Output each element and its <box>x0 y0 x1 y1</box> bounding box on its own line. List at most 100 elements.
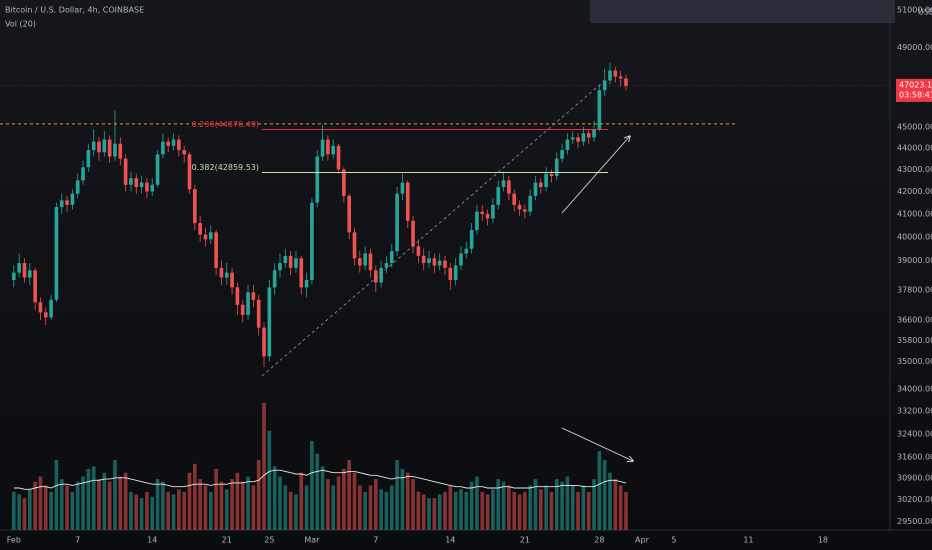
volume-bar <box>443 491 447 530</box>
candle-body <box>320 139 325 157</box>
candle-body <box>251 292 256 300</box>
volume-bar <box>17 494 21 530</box>
volume-bar <box>576 491 580 530</box>
candle-body <box>560 150 564 159</box>
volume-bar <box>171 494 176 530</box>
candle-body <box>581 133 586 142</box>
candle-body <box>145 182 149 192</box>
candle-body <box>517 204 522 210</box>
candle-body <box>597 90 602 130</box>
volume-bar <box>177 489 181 530</box>
y-tick-label: 44000.00 <box>897 143 932 152</box>
x-tick-label: Feb <box>7 536 21 545</box>
volume-bar <box>166 491 171 530</box>
candle-body <box>491 204 495 219</box>
candle-body <box>613 70 618 77</box>
volume-bar <box>75 481 80 530</box>
volume-bar <box>246 476 250 530</box>
x-tick-label: 21 <box>520 536 530 545</box>
candle-body <box>123 158 128 185</box>
y-tick-label: 39000.00 <box>897 256 932 265</box>
candle-body <box>608 70 612 81</box>
volume-bar <box>448 485 453 530</box>
candle-body <box>272 270 277 288</box>
volume-bar <box>389 485 394 530</box>
candle-body <box>501 180 506 187</box>
candle-body <box>373 270 378 283</box>
candle-body <box>91 141 96 151</box>
candle-body <box>480 211 485 214</box>
x-tick-label: 7 <box>75 536 80 545</box>
candle-body <box>565 139 570 151</box>
y-tick-label: 30900.00 <box>897 474 932 483</box>
candle-body <box>70 193 75 205</box>
candle-body <box>54 207 59 300</box>
candle-body <box>12 272 16 281</box>
candle-body <box>416 246 421 256</box>
volume-bar <box>512 491 517 530</box>
volume-bar <box>27 489 32 530</box>
y-tick-label: 35000.00 <box>897 357 932 366</box>
x-tick-label: 7 <box>373 536 378 545</box>
candle-body <box>384 263 389 268</box>
y-tick-label: 35800.00 <box>897 336 932 345</box>
candle-body <box>203 234 208 240</box>
candle-body <box>586 133 591 138</box>
volume-bar <box>400 468 405 530</box>
volume-bar <box>459 489 463 530</box>
candle-body <box>496 186 501 205</box>
y-tick-label: 36600.00 <box>897 315 932 324</box>
candle-body <box>336 145 341 170</box>
candle-body <box>134 178 139 187</box>
candle-body <box>379 267 383 283</box>
candle-body <box>113 143 117 157</box>
candle-body <box>214 232 218 268</box>
volume-bar <box>208 491 213 530</box>
volume-bar <box>549 491 554 530</box>
candle-body <box>602 80 607 91</box>
candle-body <box>576 137 580 142</box>
volume-bar <box>224 489 229 530</box>
candle-body <box>182 150 186 155</box>
arrow <box>561 427 633 461</box>
volume-bar <box>288 491 293 530</box>
candle-body <box>411 220 415 247</box>
volume-bar <box>554 479 559 530</box>
volume-bar <box>198 479 202 530</box>
x-tick-label: 21 <box>222 536 232 545</box>
volume-bar <box>570 485 575 530</box>
x-tick-label: 11 <box>743 536 753 545</box>
volume-bar <box>214 468 218 530</box>
chart-title: Bitcoin / U.S. Dollar, 4h, COINBASE <box>5 6 144 15</box>
volume-bar <box>272 466 277 530</box>
volume-bar <box>618 485 623 530</box>
volume-bar <box>256 460 261 530</box>
candle-body <box>443 260 447 268</box>
y-tick-label: 41000.00 <box>897 209 932 218</box>
candle-body <box>427 258 431 264</box>
candle-body <box>405 182 410 221</box>
candle-body <box>368 253 373 271</box>
y-tick-label: 43000.00 <box>897 165 932 174</box>
candle-body <box>107 139 112 157</box>
candle-body <box>464 248 469 254</box>
candle-body <box>358 258 362 266</box>
candle-body <box>347 195 351 233</box>
fib-level-label: 0.236(44876.49) <box>192 120 259 129</box>
volume-bar <box>65 485 69 530</box>
y-tick-label: 51000.00 <box>897 6 932 15</box>
candle-body <box>278 263 282 271</box>
volume-bar <box>586 491 591 530</box>
volume-bar <box>416 491 421 530</box>
candle-body <box>17 263 21 273</box>
volume-bar <box>358 485 362 530</box>
candle-body <box>267 287 272 357</box>
candle-body <box>193 189 197 224</box>
volume-bar <box>427 498 431 530</box>
candle-body <box>459 253 463 266</box>
volume-bar <box>294 494 298 530</box>
volume-bar <box>384 491 389 530</box>
volume-bar <box>602 460 607 530</box>
volume-bar <box>262 402 266 530</box>
volume-bar <box>182 491 186 530</box>
